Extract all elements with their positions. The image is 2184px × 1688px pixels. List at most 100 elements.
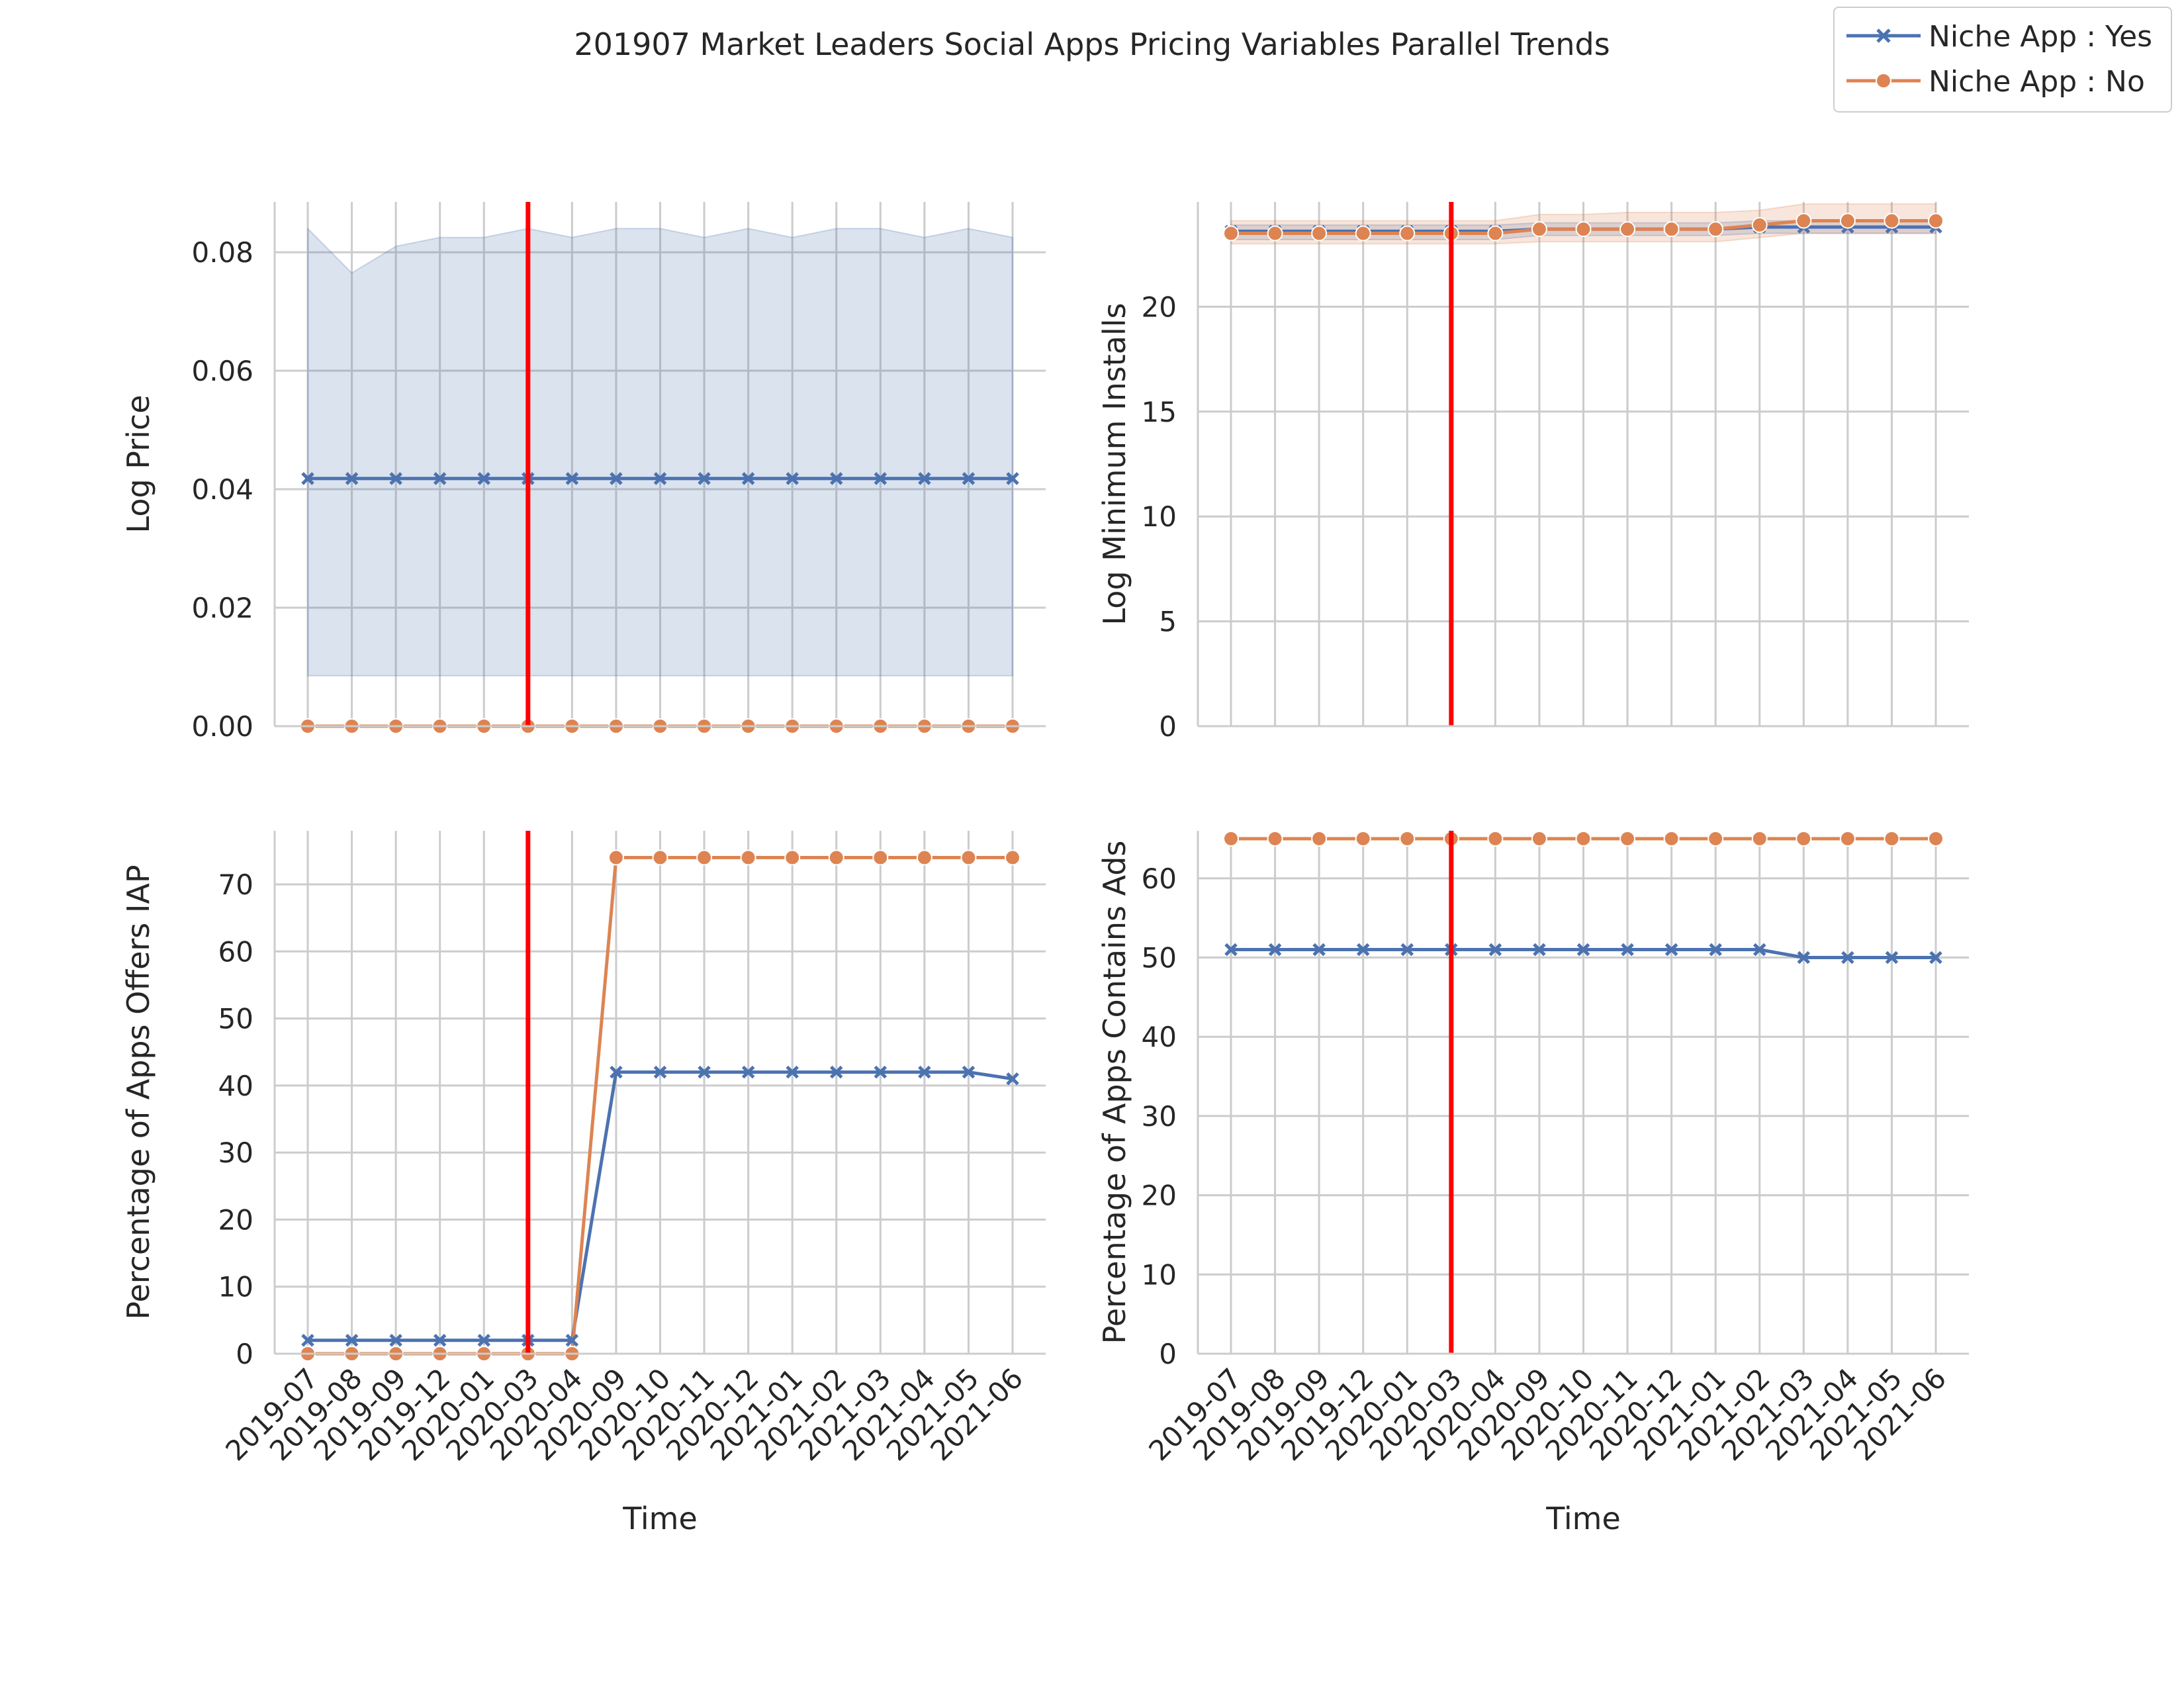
data-point-circle-marker: [960, 849, 977, 866]
data-point-circle-marker: [1928, 212, 1944, 229]
data-point-circle-marker: [696, 849, 713, 866]
y-tick-label: 70: [218, 868, 253, 901]
y-tick-label: 0.08: [191, 236, 253, 269]
data-point-circle-marker: [1928, 830, 1944, 847]
y-axis-label: Percentage of Apps Offers IAP: [120, 865, 156, 1319]
y-tick-label: 0: [1159, 710, 1177, 743]
data-point-x-marker: [565, 1333, 579, 1347]
data-point-circle-marker: [1575, 830, 1592, 847]
data-point-circle-marker: [1487, 225, 1504, 242]
data-point-x-marker: [1664, 943, 1678, 957]
data-point-x-marker: [962, 472, 976, 485]
data-point-circle-marker: [1796, 830, 1812, 847]
y-tick-label: 50: [1142, 942, 1177, 974]
legend-line-circle-marker-icon: [1846, 73, 1921, 89]
data-point-circle-marker: [1707, 221, 1724, 238]
y-tick-label: 20: [1142, 1180, 1177, 1212]
y-tick-label: 10: [1142, 500, 1177, 533]
data-point-circle-marker: [1575, 221, 1592, 238]
legend-item-niche-yes: Niche App : Yes: [1835, 16, 2171, 56]
y-tick-label: 50: [218, 1003, 253, 1035]
y-tick-label: 0: [236, 1338, 253, 1370]
data-point-circle-marker: [1663, 830, 1680, 847]
y-tick-label: 30: [218, 1137, 253, 1169]
data-point-x-marker: [1576, 943, 1590, 957]
data-point-x-marker: [345, 472, 359, 485]
data-point-circle-marker: [1751, 216, 1768, 233]
data-point-x-marker: [1356, 943, 1370, 957]
data-point-circle-marker: [1839, 212, 1856, 229]
data-point-circle-marker: [1399, 830, 1416, 847]
data-point-circle-marker: [1884, 830, 1900, 847]
data-point-circle-marker: [784, 849, 801, 866]
confidence-band: [307, 226, 1013, 677]
data-point-x-marker: [1929, 951, 1942, 964]
data-point-x-marker: [741, 1065, 755, 1079]
data-point-x-marker: [610, 472, 623, 485]
data-point-circle-marker: [1531, 221, 1547, 238]
data-point-x-marker: [829, 472, 843, 485]
data-point-circle-marker: [1223, 225, 1239, 242]
y-tick-label: 40: [218, 1070, 253, 1102]
y-axis-label: Percentage of Apps Contains Ads: [1097, 841, 1132, 1344]
legend-label-niche-yes: Niche App : Yes: [1929, 20, 2153, 54]
y-tick-label: 15: [1142, 396, 1177, 428]
y-tick-label: 20: [218, 1203, 253, 1236]
data-point-x-marker: [786, 1065, 799, 1079]
x-axis-label: Time: [622, 1501, 698, 1536]
y-tick-label: 30: [1142, 1100, 1177, 1133]
data-point-circle-marker: [1311, 225, 1328, 242]
data-point-circle-marker: [828, 849, 844, 866]
data-point-x-marker: [1006, 472, 1019, 485]
data-point-x-marker: [1268, 943, 1282, 957]
data-point-circle-marker: [1355, 830, 1371, 847]
legend-item-niche-no: Niche App : No: [1835, 61, 2171, 101]
data-point-circle-marker: [872, 849, 889, 866]
data-point-circle-marker: [1531, 830, 1547, 847]
y-axis-label: Log Price: [120, 395, 156, 534]
data-point-x-marker: [918, 1065, 931, 1079]
data-point-x-marker: [653, 1065, 667, 1079]
data-point-x-marker: [1006, 1072, 1019, 1086]
data-point-x-marker: [610, 1065, 623, 1079]
data-point-circle-marker: [1223, 830, 1239, 847]
data-point-x-marker: [741, 472, 755, 485]
y-tick-label: 0.00: [191, 710, 253, 743]
data-point-circle-marker: [1663, 221, 1680, 238]
y-tick-label: 10: [218, 1271, 253, 1303]
data-point-circle-marker: [1311, 830, 1328, 847]
y-tick-label: 5: [1159, 606, 1177, 638]
data-point-x-marker: [698, 1065, 711, 1079]
data-point-x-marker: [1752, 943, 1766, 957]
y-axis-label: Log Minimum Installs: [1097, 303, 1132, 625]
y-tick-label: 40: [1142, 1021, 1177, 1053]
data-point-x-marker: [477, 472, 491, 485]
data-point-circle-marker: [1487, 830, 1504, 847]
data-point-circle-marker: [1884, 212, 1900, 229]
data-point-x-marker: [962, 1065, 976, 1079]
data-point-circle-marker: [1267, 225, 1283, 242]
data-point-x-marker: [565, 472, 579, 485]
data-point-circle-marker: [1751, 830, 1768, 847]
data-point-circle-marker: [1267, 830, 1283, 847]
data-point-x-marker: [1621, 943, 1634, 957]
data-point-x-marker: [301, 472, 314, 485]
legend-label-niche-no: Niche App : No: [1929, 65, 2145, 99]
data-point-circle-marker: [1707, 830, 1724, 847]
data-point-x-marker: [698, 472, 711, 485]
y-tick-label: 60: [218, 935, 253, 968]
y-tick-label: 10: [1142, 1258, 1177, 1291]
data-point-circle-marker: [1796, 212, 1812, 229]
data-point-circle-marker: [916, 849, 933, 866]
data-point-x-marker: [1533, 943, 1546, 957]
data-point-x-marker: [1488, 943, 1502, 957]
data-point-x-marker: [345, 1333, 359, 1347]
data-point-circle-marker: [1619, 221, 1636, 238]
figure-title: 201907 Market Leaders Social Apps Pricin…: [574, 26, 1610, 62]
data-point-x-marker: [874, 472, 887, 485]
y-tick-label: 0.04: [191, 473, 253, 506]
data-point-x-marker: [433, 472, 447, 485]
y-tick-label: 0: [1159, 1338, 1177, 1370]
